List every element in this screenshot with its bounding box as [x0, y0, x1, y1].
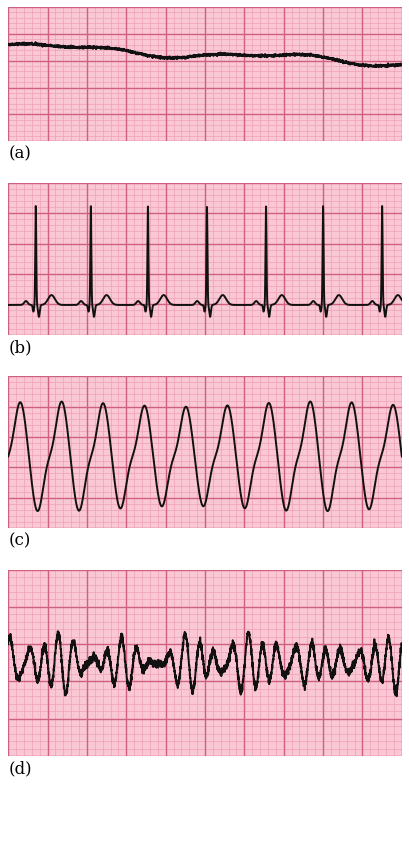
Text: (d): (d)	[8, 760, 32, 778]
Text: (a): (a)	[8, 146, 31, 163]
Text: (b): (b)	[8, 339, 32, 356]
Text: (c): (c)	[8, 532, 31, 550]
